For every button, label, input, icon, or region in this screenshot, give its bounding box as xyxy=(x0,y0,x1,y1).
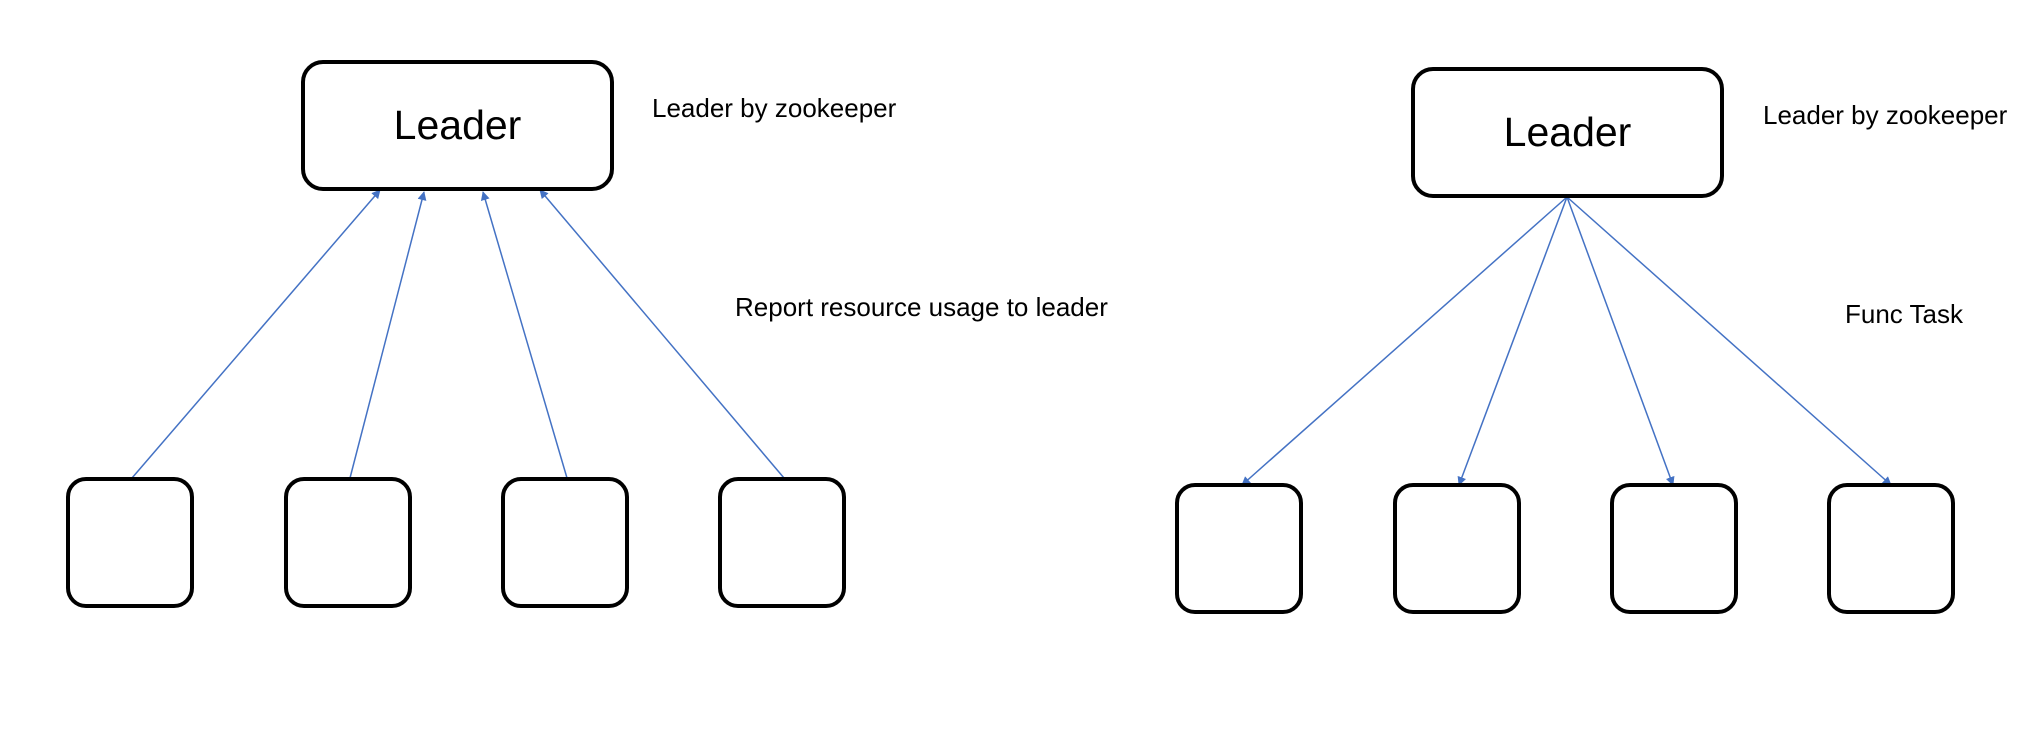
right-arrow-2 xyxy=(1457,196,1568,486)
left-leader-box xyxy=(301,60,614,191)
left-arrow-2 xyxy=(349,191,427,479)
left-worker-box-3 xyxy=(501,477,629,608)
left-worker-nodes xyxy=(66,477,846,608)
right-worker-nodes xyxy=(1175,483,1955,614)
right-arrow-3 xyxy=(1566,196,1675,486)
right-leader-note: Leader by zookeeper xyxy=(1763,100,2008,130)
left-arrow-1 xyxy=(131,189,381,479)
left-worker-box-2 xyxy=(284,477,412,608)
right-leader-node: Leader xyxy=(1411,67,1724,198)
left-arrow-3 xyxy=(480,191,568,479)
left-arrow-4 xyxy=(539,189,785,479)
right-worker-box-1 xyxy=(1175,483,1303,614)
left-leader-node: Leader xyxy=(301,60,614,191)
right-arrow-4 xyxy=(1566,196,1892,486)
right-worker-box-4 xyxy=(1827,483,1955,614)
left-leader-label: Leader xyxy=(394,102,522,148)
right-diagram: Leader Leader by zookeeper Func Task xyxy=(1175,67,2008,614)
right-leader-label: Leader xyxy=(1504,109,1632,155)
right-worker-box-3 xyxy=(1610,483,1738,614)
right-worker-box-2 xyxy=(1393,483,1521,614)
left-arrow-label: Report resource usage to leader xyxy=(735,292,1108,322)
left-worker-box-1 xyxy=(66,477,194,608)
left-worker-box-4 xyxy=(718,477,846,608)
left-diagram: Leader Leader by zookeeper Report resour… xyxy=(66,60,1108,608)
left-arrows xyxy=(131,189,785,479)
left-leader-note: Leader by zookeeper xyxy=(652,93,897,123)
right-leader-box xyxy=(1411,67,1724,198)
right-arrow-label: Func Task xyxy=(1845,299,1964,329)
right-arrow-1 xyxy=(1241,196,1568,486)
right-arrows xyxy=(1241,196,1892,486)
